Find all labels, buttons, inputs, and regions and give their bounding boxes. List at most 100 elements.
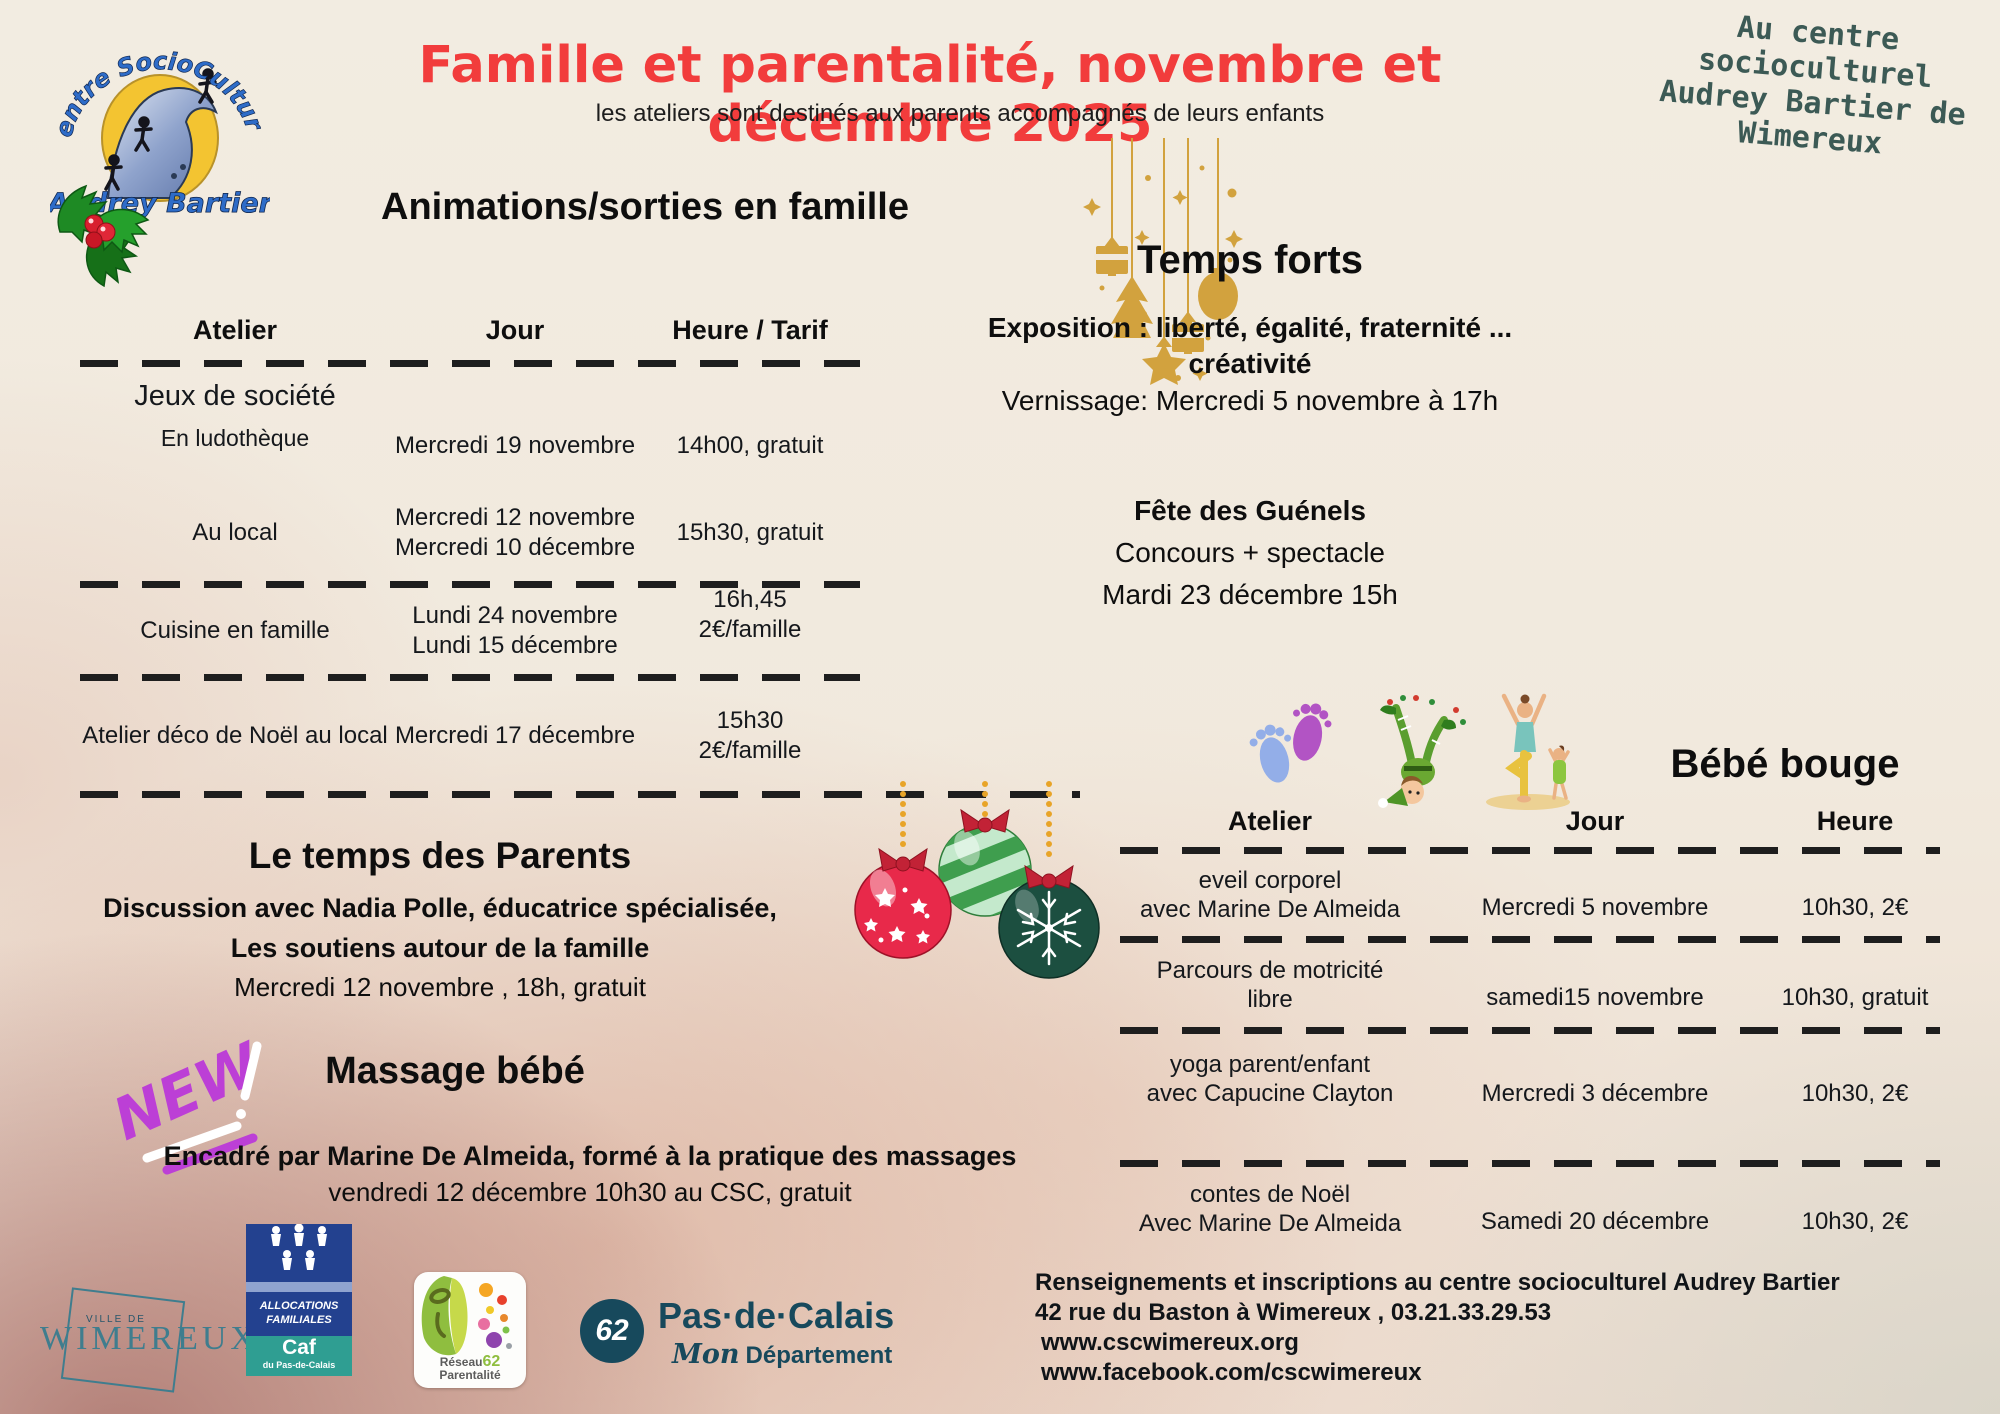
dashed-divider xyxy=(1120,847,1940,854)
pdc-mon: Mon xyxy=(672,1339,740,1370)
column-header-heure: Heure xyxy=(1816,805,1894,836)
jour-cell: Mercredi 5 novembre xyxy=(1481,893,1709,921)
reseau62-logo: Réseau62 Parentalité xyxy=(414,1272,526,1388)
stick-figures-icon xyxy=(104,68,217,191)
reseau-line2: Parentalité xyxy=(439,1368,501,1382)
table-row: contes de Noël Avec Marine De Almeida Sa… xyxy=(1120,1167,1940,1251)
animations-section-title: Animations/sorties en famille xyxy=(381,186,909,228)
dashed-divider xyxy=(1120,936,1940,943)
new-badge: NEW xyxy=(103,1029,273,1175)
animations-table-header: Atelier Jour Heure / Tarif xyxy=(80,300,860,360)
column-header-atelier: Atelier xyxy=(1227,805,1313,836)
caf-figures-icon xyxy=(271,1223,327,1270)
holly-icon xyxy=(57,184,150,288)
column-header-heure-tarif: Heure / Tarif xyxy=(672,314,828,345)
pdc-62-badge: 62 xyxy=(580,1299,644,1363)
jour-cell: Mercredi 17 décembre xyxy=(394,722,636,749)
caf-text-familiales: FAMILIALES xyxy=(266,1314,332,1326)
facebook-url: www.facebook.com/cscwimereux xyxy=(1041,1359,1422,1386)
caf-name: Caf xyxy=(282,1336,316,1359)
heure-cell: 15h30 xyxy=(716,707,784,734)
heure-cell: 10h30, gratuit xyxy=(1781,983,1929,1011)
yoga-parent-child-icon xyxy=(1486,693,1570,810)
atelier-cell: En ludothèque xyxy=(160,425,310,451)
expo-line: créativité xyxy=(1188,348,1312,379)
atelier-cell: Cuisine en famille xyxy=(140,617,330,644)
column-header-atelier: Atelier xyxy=(192,314,278,345)
table-row: Atelier déco de Noël au local Mercredi 1… xyxy=(80,681,860,791)
atelier-cell: avec Marine De Almeida xyxy=(1139,896,1401,923)
heure-cell: 2€/famille xyxy=(698,616,802,643)
dashed-divider xyxy=(80,581,860,588)
dashed-divider xyxy=(80,360,860,367)
bebe-bouge-table: Atelier Jour Heure eveil corporel avec M… xyxy=(1120,795,1940,1251)
atelier-cell: Parcours de motricité xyxy=(1156,957,1384,984)
table-row: yoga parent/enfant avec Capucine Clayton… xyxy=(1120,1034,1940,1160)
corner-note: Au centre socioculturel Audrey Bartier d… xyxy=(1623,2,2000,171)
caf-text-allocations: ALLOCATIONS xyxy=(259,1300,339,1312)
table-row: Jeux de société En ludothèque Mercredi 1… xyxy=(80,367,860,485)
heure-cell: 10h30, 2€ xyxy=(1801,893,1909,921)
contact-line: Renseignements et inscriptions au centre… xyxy=(1035,1269,1840,1296)
dashed-divider xyxy=(80,791,1080,798)
jour-cell: Mercredi 10 décembre xyxy=(394,534,636,561)
pas-de-calais-logo: 62 Pas·de·Calais Mon Département xyxy=(580,1295,920,1375)
expo-line: Exposition : liberté, égalité, fraternit… xyxy=(987,312,1513,343)
page-subtitle: les ateliers sont destinés aux parents a… xyxy=(595,100,1325,127)
bebe-table-header: Atelier Jour Heure xyxy=(1120,795,1940,847)
temps-parents-section: Le temps des Parents Discussion avec Nad… xyxy=(60,836,820,1006)
guenels-title: Fête des Guénels xyxy=(1134,495,1366,526)
contact-line: 42 rue du Baston à Wimereux , 03.21.33.2… xyxy=(1035,1299,1552,1326)
dashed-divider xyxy=(1120,1027,1940,1034)
massage-line: Encadré par Marine De Almeida, formé à l… xyxy=(163,1141,1017,1171)
wimereux-small-text: VILLE DE xyxy=(86,1314,146,1325)
heure-cell: 2€/famille xyxy=(698,737,802,764)
dashed-divider xyxy=(1120,1160,1940,1167)
jour-cell: Lundi 15 décembre xyxy=(412,632,618,659)
jour-cell: Mercredi 3 décembre xyxy=(1481,1080,1709,1107)
gold-ornaments-icon xyxy=(1083,138,1243,385)
heure-cell: 10h30, 2€ xyxy=(1801,1080,1909,1107)
temps-forts-title: Temps forts xyxy=(1137,238,1363,282)
atelier-group-label: Jeux de société xyxy=(134,380,336,412)
jour-cell: Samedi 20 décembre xyxy=(1480,1207,1710,1235)
table-row: Cuisine en famille Lundi 24 novembre Lun… xyxy=(80,586,860,674)
christmas-baubles-icon xyxy=(854,781,1100,979)
reseau-number: 62 xyxy=(482,1353,501,1370)
pdc-name: Pas·de·Calais xyxy=(658,1295,895,1336)
heure-cell: 10h30, 2€ xyxy=(1801,1207,1909,1235)
dashed-divider xyxy=(80,674,860,681)
pdc-departement: Département xyxy=(745,1342,893,1369)
massage-line: vendredi 12 décembre 10h30 au CSC, gratu… xyxy=(328,1177,852,1207)
temps-parents-line: Discussion avec Nadia Polle, éducatrice … xyxy=(103,893,777,923)
table-row: Au local Mercredi 12 novembre Mercredi 1… xyxy=(80,485,860,581)
website-url: www.cscwimereux.org xyxy=(1041,1329,1299,1356)
wimereux-logo: VILLE DE WIMEREUX xyxy=(38,1287,255,1393)
temps-parents-title: Le temps des Parents xyxy=(248,835,632,876)
table-row: Parcours de motricité libre samedi15 nov… xyxy=(1120,943,1940,1027)
heure-cell: 14h00, gratuit xyxy=(676,432,824,459)
caf-subtitle: du Pas-de-Calais xyxy=(262,1360,336,1370)
atelier-cell: Avec Marine De Almeida xyxy=(1138,1210,1402,1237)
vernissage-line: Vernissage: Mercredi 5 novembre à 17h xyxy=(1001,385,1499,416)
heure-cell: 16h,45 xyxy=(713,586,787,613)
massage-section: Encadré par Marine De Almeida, formé à l… xyxy=(60,1138,1120,1210)
atelier-cell: Atelier déco de Noël au local xyxy=(82,722,388,749)
christmas-elf-icon xyxy=(1378,695,1466,808)
massage-title: Massage bébé xyxy=(325,1050,585,1092)
bebe-bouge-title: Bébé bouge xyxy=(1670,742,1900,786)
jour-cell: Lundi 24 novembre xyxy=(412,602,618,629)
guenels-line: Mardi 23 décembre 15h xyxy=(1102,579,1398,610)
table-row: eveil corporel avec Marine De Almeida Me… xyxy=(1120,854,1940,936)
atelier-cell: eveil corporel xyxy=(1198,867,1342,894)
reseau62-leaf-icon xyxy=(421,1276,512,1356)
animations-table: Atelier Jour Heure / Tarif Jeux de socié… xyxy=(80,300,1080,798)
jour-cell: samedi15 novembre xyxy=(1486,983,1704,1011)
temps-forts-section: Temps forts Exposition : liberté, égalit… xyxy=(970,238,1530,616)
jour-cell: Mercredi 12 novembre xyxy=(394,504,636,531)
atelier-cell: libre xyxy=(1247,986,1293,1013)
atelier-cell: contes de Noël xyxy=(1189,1181,1351,1208)
wave-icon xyxy=(106,87,218,199)
atelier-cell: Au local xyxy=(192,519,278,546)
